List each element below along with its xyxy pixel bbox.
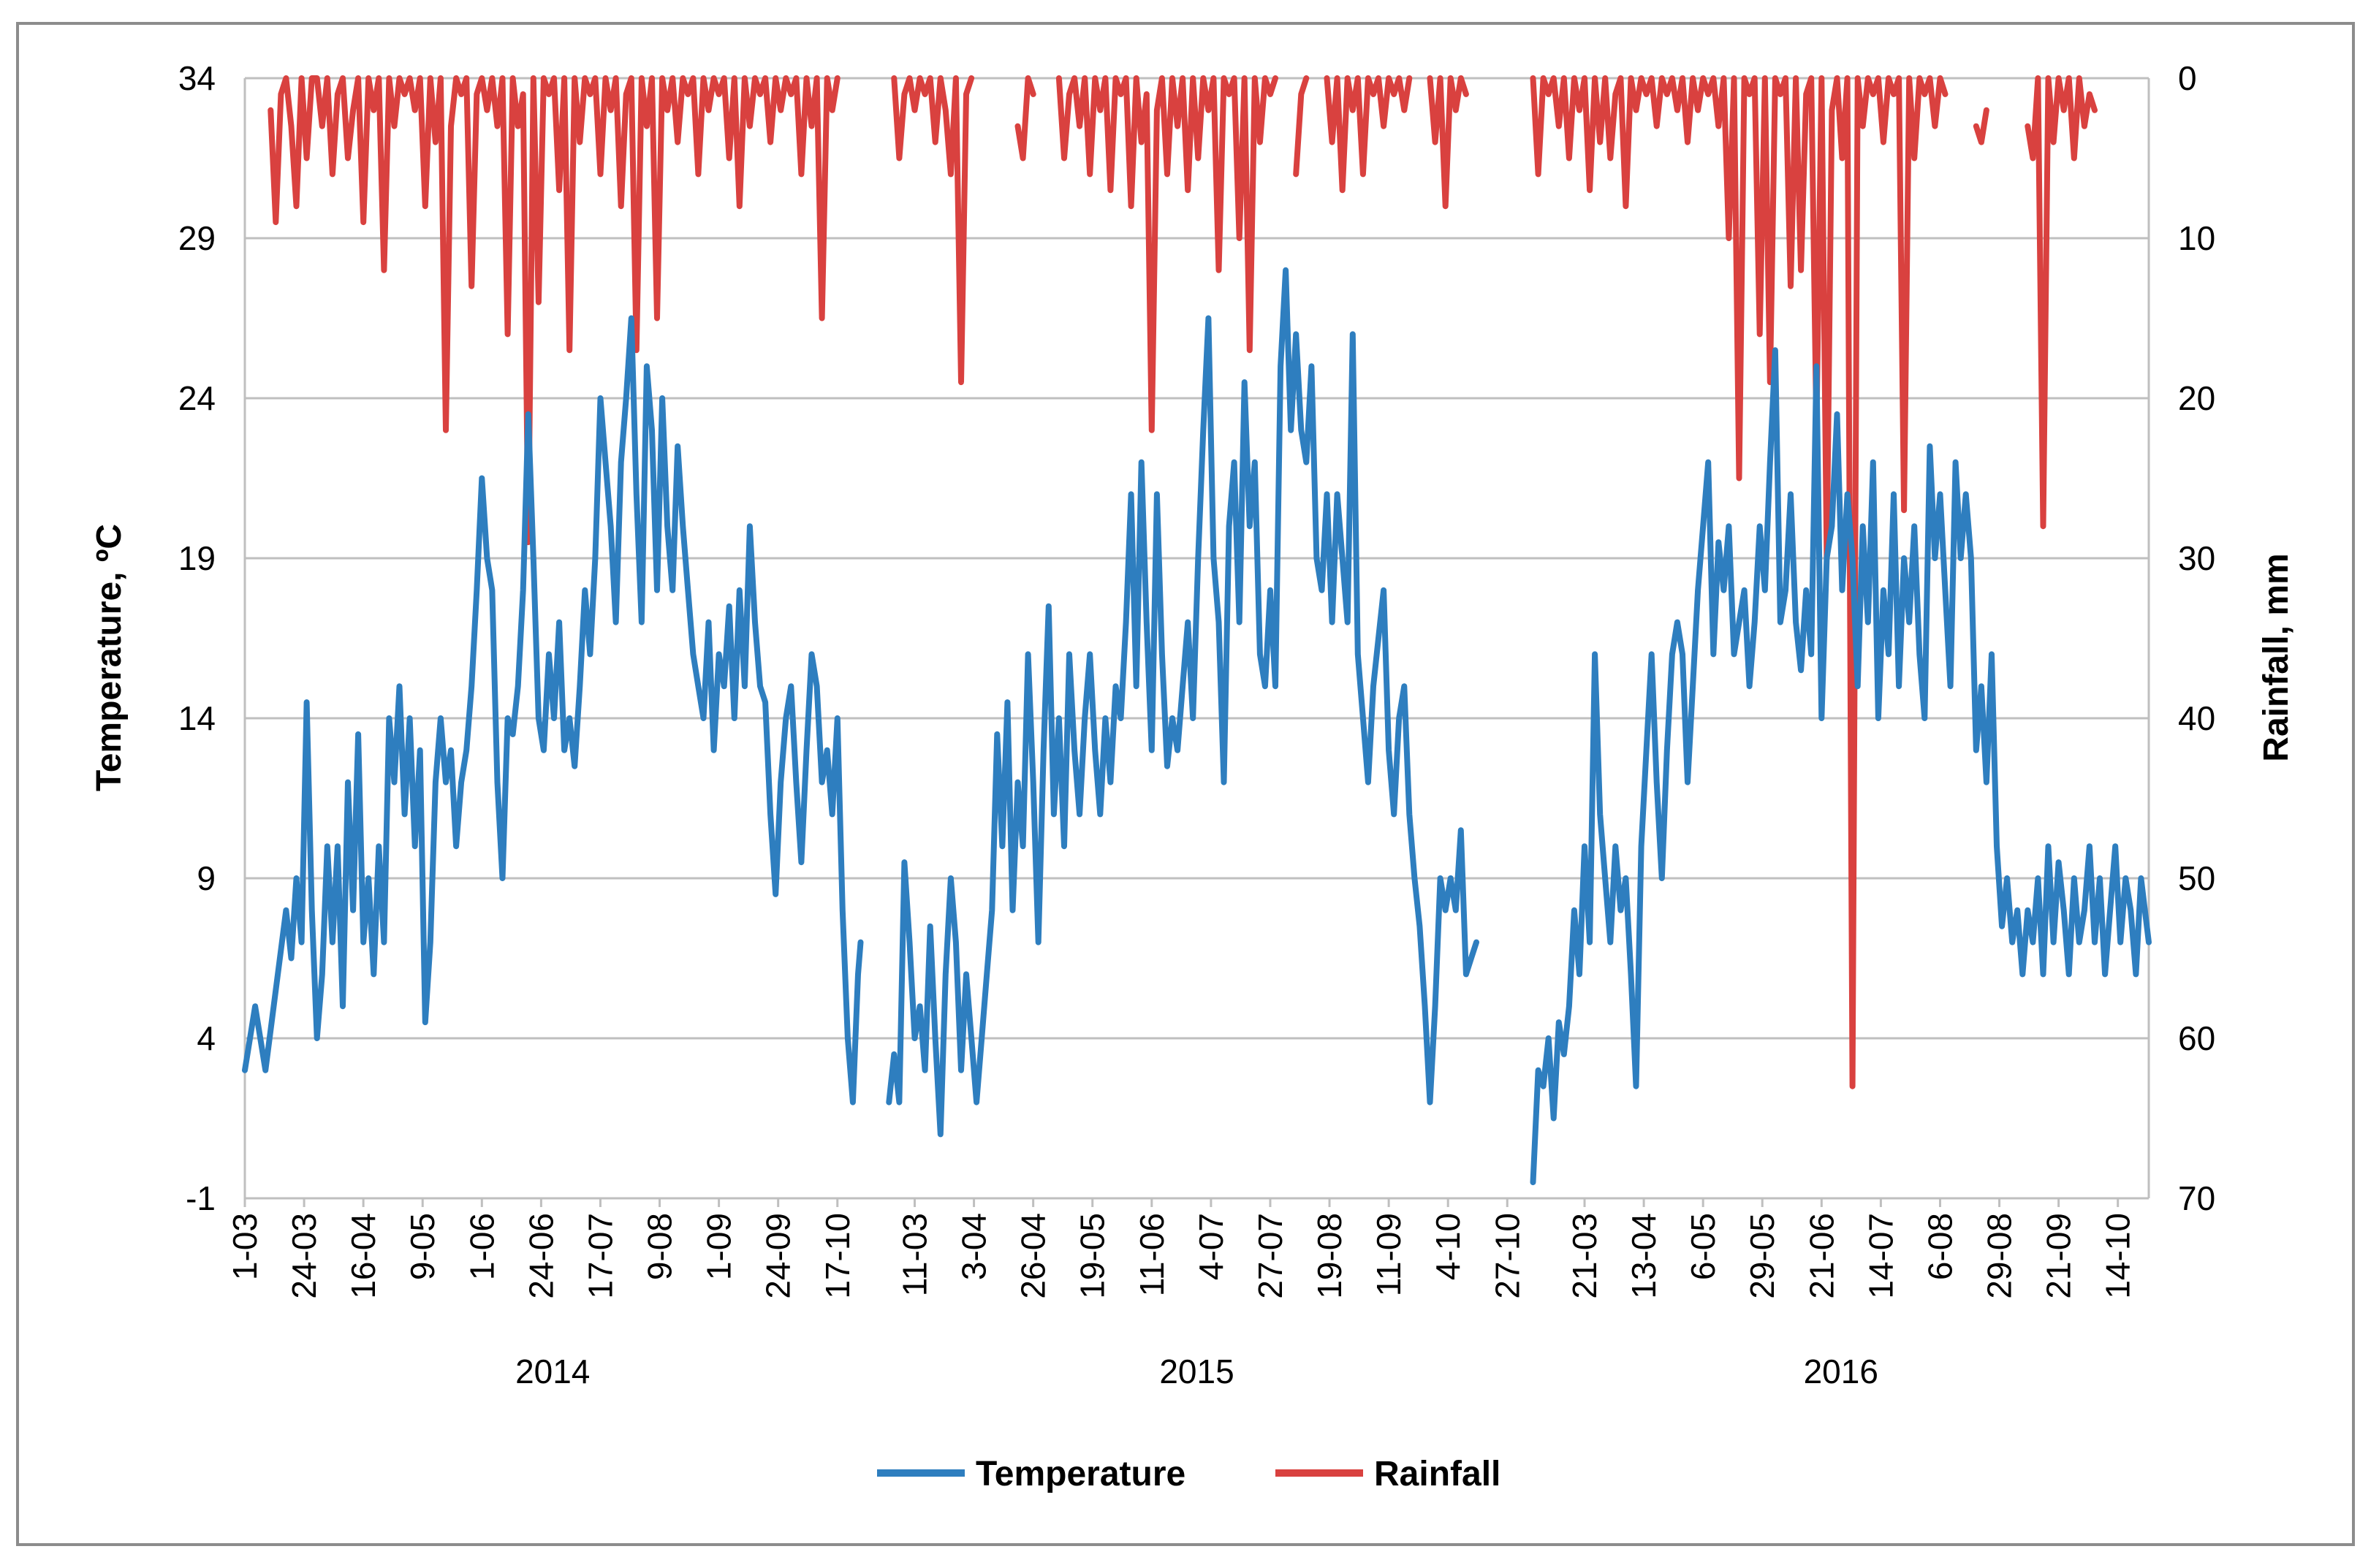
y-left-tick-label-4: 19 [178, 539, 216, 577]
temperature-line-segment-2 [1530, 347, 2152, 1186]
rainfall-line-segment-2 [1014, 75, 1036, 161]
year-label-2015: 2015 [1159, 1352, 1234, 1390]
axes [243, 78, 2150, 1200]
x-tick-label-13: 26-04 [1014, 1213, 1052, 1299]
y-left-tick-label-2: 9 [197, 859, 216, 897]
x-tick-label-12: 3-04 [955, 1213, 993, 1280]
x-tick-label-5: 24-06 [522, 1213, 560, 1299]
right-axis-ticks: 70 60 50 40 30 20 10 0 [2178, 59, 2215, 1217]
x-tick-label-7: 9-08 [641, 1213, 679, 1280]
rainfall-line-segment-7 [1530, 75, 1949, 1089]
x-tick-label-20: 4-10 [1429, 1213, 1467, 1280]
x-tick-label-19: 11-09 [1370, 1213, 1408, 1296]
legend: Temperature Rainfall [877, 1455, 1500, 1493]
y-right-tick-label-0: 70 [2178, 1179, 2215, 1217]
x-tick-label-6: 17-07 [581, 1213, 619, 1299]
y-left-axis-title: Temperature, ºC [90, 524, 129, 791]
y-left-tick-label-7: 34 [178, 59, 216, 97]
x-tick-label-23: 13-04 [1625, 1213, 1663, 1299]
legend-label-temperature: Temperature [976, 1455, 1185, 1493]
y-right-tick-label-1: 60 [2178, 1019, 2215, 1057]
rainfall-line-segment-0 [268, 75, 841, 546]
y-right-tick-label-6: 10 [2178, 219, 2215, 257]
x-tick-label-0: 1-03 [226, 1213, 264, 1280]
year-labels: 2014 2015 2016 [515, 1352, 1878, 1390]
rainfall-line-segment-4 [1293, 75, 1310, 178]
temperature-line-segment-1 [886, 267, 1479, 1138]
x-tick-label-15: 11-06 [1133, 1213, 1171, 1296]
y-left-tick-label-3: 14 [178, 699, 216, 737]
x-axis-ticks: 1-03 24-03 16-04 9-05 1-06 24-06 17-07 9-08 1-09… [226, 1198, 2137, 1299]
x-tick-label-31: 14-10 [2099, 1213, 2137, 1299]
y-left-tick-label-1: 4 [197, 1019, 216, 1057]
year-label-2014: 2014 [515, 1352, 590, 1390]
x-tick-label-27: 14-07 [1862, 1213, 1900, 1299]
x-tick-label-24: 6-05 [1684, 1213, 1722, 1280]
x-tick-label-4: 1-06 [463, 1213, 501, 1280]
x-tick-label-26: 21-06 [1802, 1213, 1840, 1299]
temperature-line-segment-0 [242, 315, 864, 1105]
x-tick-label-25: 29-05 [1743, 1213, 1781, 1299]
y-left-tick-label-6: 29 [178, 219, 216, 257]
year-label-2016: 2016 [1804, 1352, 1878, 1390]
legend-label-rainfall: Rainfall [1374, 1455, 1500, 1493]
y-right-tick-label-4: 30 [2178, 539, 2215, 577]
y-right-tick-label-7: 0 [2178, 59, 2197, 97]
chart-frame [16, 22, 2355, 1546]
rainfall-line-segment-6 [1427, 75, 1469, 210]
y-right-axis-title: Rainfall, mm [2257, 553, 2296, 761]
x-tick-label-10: 17-10 [819, 1213, 857, 1299]
x-tick-label-2: 16-04 [344, 1213, 382, 1299]
y-left-tick-label-5: 24 [178, 379, 216, 417]
y-right-tick-label-2: 50 [2178, 859, 2215, 897]
x-tick-label-16: 4-07 [1192, 1213, 1230, 1280]
y-left-tick-label-0: -1 [186, 1179, 216, 1217]
series-temperature [242, 267, 2152, 1186]
x-tick-label-30: 21-09 [2040, 1213, 2078, 1299]
x-tick-label-17: 27-07 [1251, 1213, 1289, 1299]
rainfall-line-segment-3 [1055, 75, 1278, 433]
rainfall-line-segment-8 [1973, 107, 1989, 145]
x-tick-label-1: 24-03 [285, 1213, 323, 1299]
x-tick-label-14: 19-05 [1074, 1213, 1112, 1299]
x-tick-label-3: 9-05 [403, 1213, 441, 1280]
left-axis-ticks: -1 4 9 14 19 24 29 34 [178, 59, 216, 1217]
series-layer [242, 75, 2152, 1186]
rainfall-line-segment-1 [891, 75, 975, 386]
x-tick-label-28: 6-08 [1921, 1213, 1959, 1280]
x-tick-label-11: 11-03 [896, 1213, 934, 1296]
x-tick-label-22: 21-03 [1566, 1213, 1604, 1299]
y-right-tick-label-3: 40 [2178, 699, 2215, 737]
x-tick-label-18: 19-08 [1310, 1213, 1348, 1299]
series-rainfall [268, 75, 2098, 1089]
y-right-tick-label-5: 20 [2178, 379, 2215, 417]
rainfall-line-segment-9 [2025, 75, 2098, 530]
rainfall-line-segment-5 [1324, 75, 1413, 194]
x-tick-label-21: 27-10 [1488, 1213, 1526, 1299]
x-tick-label-9: 24-09 [759, 1213, 797, 1299]
x-tick-label-29: 29-08 [1981, 1213, 2019, 1299]
x-tick-label-8: 1-09 [700, 1213, 738, 1280]
